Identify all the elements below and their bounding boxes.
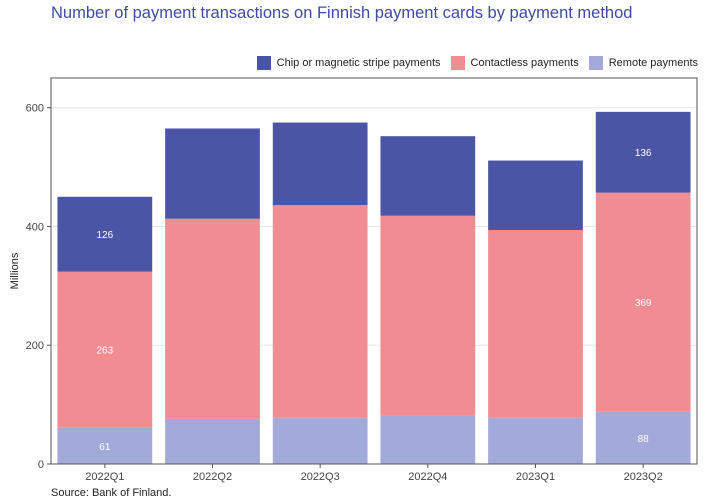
bar-chip-2022q2	[165, 128, 260, 219]
legend-item-remote: Remote payments	[588, 56, 698, 70]
legend-item-contactless: Contactless payments	[450, 56, 579, 70]
legend-item-chip: Chip or magnetic stripe payments	[256, 56, 441, 70]
bar-remote-2022q1	[57, 427, 153, 464]
y-tick-label: 0	[38, 459, 44, 471]
legend-label-remote: Remote payments	[608, 57, 698, 69]
plot-panel	[51, 78, 697, 464]
legend-swatch-chip	[256, 56, 271, 70]
x-tick-label: 2022Q3	[301, 471, 340, 483]
legend-swatch-contactless	[450, 56, 465, 70]
source-note: Source: Bank of Finland.	[51, 487, 172, 499]
chart-title: Number of payment transactions on Finnis…	[51, 4, 633, 22]
y-axis-label: Millions	[9, 252, 21, 289]
bar-chip-2022q4	[380, 136, 476, 216]
plot-border	[50, 77, 698, 465]
bar-remote-2022q3	[272, 417, 368, 464]
x-tick-label: 2023Q1	[516, 471, 555, 483]
bar-remote-2022q2	[165, 418, 260, 464]
x-tick-label: 2022Q2	[193, 471, 232, 483]
data-label-remote-2023q2: 88	[638, 434, 650, 445]
data-label-contactless-2022q1: 263	[96, 346, 113, 357]
bar-chip-2022q1	[57, 196, 153, 272]
data-label-chip-2022q1: 126	[96, 230, 113, 241]
data-label-remote-2022q1: 61	[99, 442, 111, 453]
bar-contactless-2023q2	[595, 192, 691, 412]
data-label-contactless-2023q2: 369	[635, 298, 652, 309]
x-tick-label: 2022Q1	[85, 471, 124, 483]
bar-contactless-2022q1	[57, 271, 153, 428]
x-tick-label: 2023Q2	[624, 471, 663, 483]
bar-contactless-2022q2	[165, 218, 260, 419]
bar-chip-2022q3	[272, 122, 368, 206]
y-tick-label: 600	[26, 103, 44, 115]
legend-label-chip: Chip or magnetic stripe payments	[276, 57, 441, 69]
bar-contactless-2022q4	[380, 215, 476, 416]
bar-contactless-2022q3	[272, 205, 368, 418]
legend-swatch-remote	[588, 56, 603, 70]
chart-legend: Chip or magnetic stripe payments Contact…	[247, 56, 698, 70]
bar-contactless-2023q1	[488, 230, 583, 418]
bar-chip-2023q2	[595, 111, 691, 193]
bar-remote-2023q2	[595, 411, 691, 464]
bar-remote-2022q4	[380, 415, 476, 464]
bar-remote-2023q1	[488, 417, 583, 464]
legend-label-contactless: Contactless payments	[470, 57, 579, 69]
x-tick-label: 2022Q4	[408, 471, 447, 483]
bar-chip-2023q1	[488, 160, 583, 231]
y-tick-label: 200	[26, 340, 44, 352]
y-tick-label: 400	[26, 221, 44, 233]
data-label-chip-2023q2: 136	[635, 148, 652, 159]
